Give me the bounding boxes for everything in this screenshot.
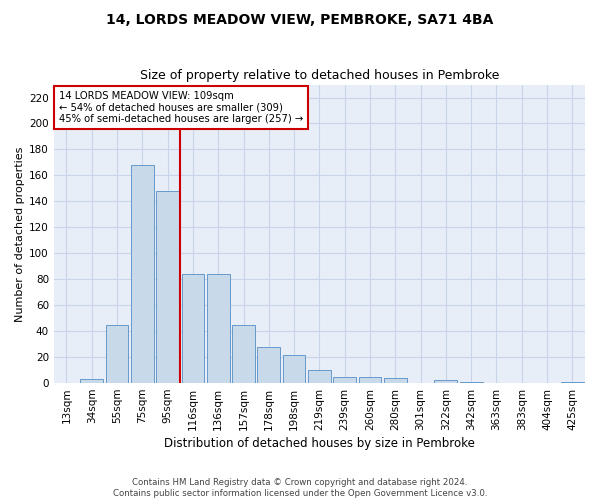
Bar — [359, 376, 382, 383]
Text: 14 LORDS MEADOW VIEW: 109sqm
← 54% of detached houses are smaller (309)
45% of s: 14 LORDS MEADOW VIEW: 109sqm ← 54% of de… — [59, 90, 304, 124]
Bar — [257, 346, 280, 383]
Bar — [182, 274, 204, 383]
Bar — [334, 376, 356, 383]
Bar — [131, 165, 154, 383]
Text: 14, LORDS MEADOW VIEW, PEMBROKE, SA71 4BA: 14, LORDS MEADOW VIEW, PEMBROKE, SA71 4B… — [106, 12, 494, 26]
Bar — [232, 324, 255, 383]
Y-axis label: Number of detached properties: Number of detached properties — [15, 146, 25, 322]
Bar — [434, 380, 457, 383]
Bar — [561, 382, 584, 383]
Bar — [384, 378, 407, 383]
Text: Contains HM Land Registry data © Crown copyright and database right 2024.
Contai: Contains HM Land Registry data © Crown c… — [113, 478, 487, 498]
X-axis label: Distribution of detached houses by size in Pembroke: Distribution of detached houses by size … — [164, 437, 475, 450]
Bar — [80, 379, 103, 383]
Bar — [460, 382, 482, 383]
Bar — [283, 354, 305, 383]
Title: Size of property relative to detached houses in Pembroke: Size of property relative to detached ho… — [140, 69, 499, 82]
Bar — [106, 324, 128, 383]
Bar — [308, 370, 331, 383]
Bar — [156, 191, 179, 383]
Bar — [207, 274, 230, 383]
